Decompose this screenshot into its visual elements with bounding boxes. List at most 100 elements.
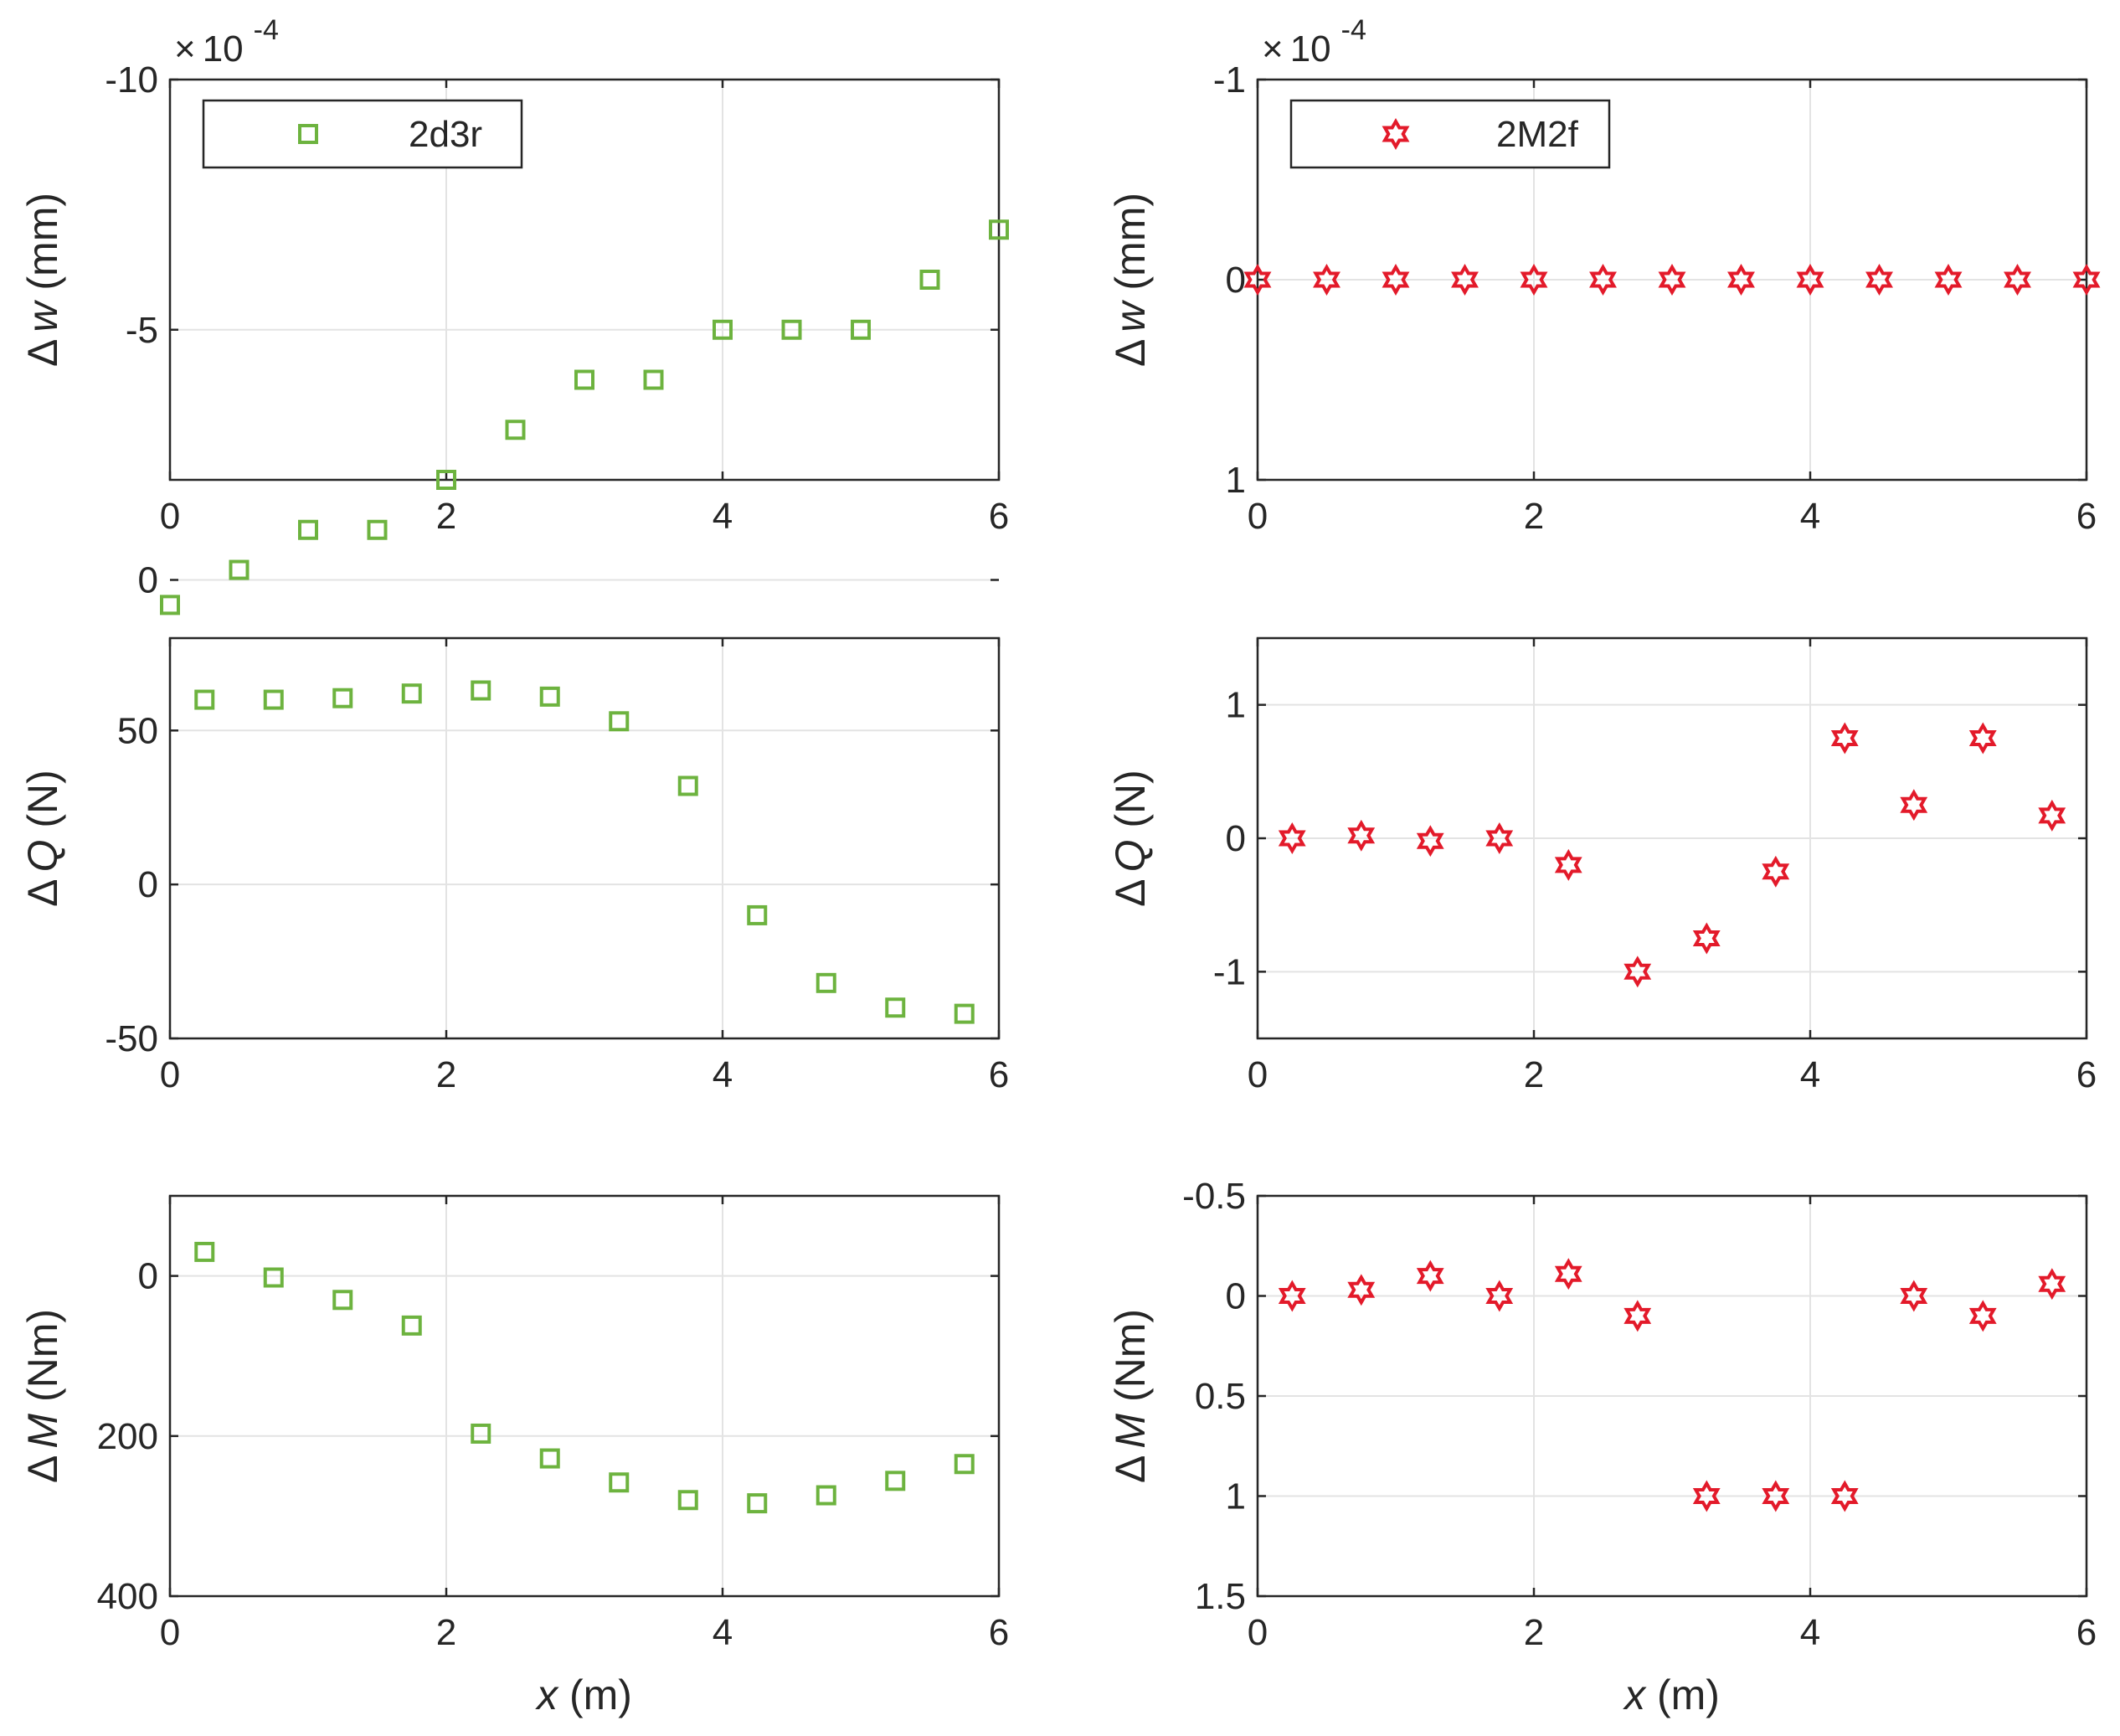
data-point bbox=[2004, 263, 2031, 296]
x-tick-label: 2 bbox=[1524, 496, 1544, 537]
data-point bbox=[1451, 263, 1479, 296]
data-point bbox=[539, 686, 560, 707]
data-point bbox=[1554, 848, 1582, 881]
x-tick-label: 0 bbox=[160, 1612, 180, 1653]
x-tick-label: 6 bbox=[2076, 1612, 2097, 1653]
data-point bbox=[609, 711, 630, 732]
y-label-variable: M bbox=[19, 1414, 66, 1449]
y-label-variable: Q bbox=[1107, 840, 1154, 873]
data-point bbox=[816, 1485, 836, 1506]
y-label-unit: (mm) bbox=[1107, 193, 1154, 302]
x-label-unit: (m) bbox=[558, 1672, 632, 1718]
axes-box bbox=[168, 1194, 1001, 1598]
y-axis-label: Δw (mm) bbox=[19, 193, 66, 367]
data-point bbox=[1485, 1280, 1514, 1312]
data-point bbox=[1278, 822, 1306, 854]
data-point bbox=[401, 1315, 422, 1336]
y-tick-label: 1.5 bbox=[1195, 1576, 1246, 1617]
y-tick-label: 0 bbox=[1226, 1276, 1246, 1317]
data-point bbox=[1900, 789, 1928, 822]
x-tick-label: 0 bbox=[1248, 1612, 1268, 1653]
axis-multiplier: × 10 -4 bbox=[1262, 14, 1366, 70]
data-point bbox=[816, 972, 836, 993]
axes-box bbox=[168, 78, 1001, 482]
y-tick-label: 400 bbox=[97, 1576, 158, 1617]
data-point bbox=[781, 319, 802, 340]
data-point bbox=[2038, 799, 2066, 832]
data-point bbox=[471, 680, 491, 701]
subplot-m-red: 0 2 4 6 -0.5 0 0.5 1 1.5 ΔM (Nm) x (m) bbox=[1107, 1176, 2097, 1718]
data-point bbox=[1416, 825, 1444, 858]
data-point bbox=[229, 559, 250, 580]
data-point bbox=[194, 1241, 215, 1262]
y-label-variable: Q bbox=[19, 840, 66, 873]
y-tick-label: -0.5 bbox=[1182, 1176, 1246, 1217]
data-point bbox=[747, 904, 768, 925]
data-point bbox=[401, 683, 422, 704]
data-point bbox=[677, 775, 698, 796]
plot-area bbox=[170, 1196, 999, 1596]
x-label-variable: x bbox=[1623, 1672, 1647, 1718]
y-tick-label: 1 bbox=[1226, 1476, 1246, 1517]
data-point bbox=[1830, 722, 1859, 755]
data-point bbox=[1623, 1300, 1652, 1332]
data-point bbox=[713, 319, 733, 340]
legend-marker bbox=[1382, 117, 1410, 151]
y-tick-label: -5 bbox=[126, 310, 158, 351]
y-label-delta: Δ bbox=[1107, 339, 1154, 367]
x-tick-label: 4 bbox=[1800, 496, 1820, 537]
y-label-delta: Δ bbox=[19, 1455, 66, 1483]
data-point bbox=[574, 369, 594, 390]
x-label-variable: x bbox=[535, 1672, 559, 1718]
y-tick-label: -50 bbox=[105, 1018, 158, 1059]
y-axis-label: ΔM (Nm) bbox=[19, 1309, 66, 1483]
x-tick-label: 0 bbox=[1248, 1054, 1268, 1095]
legend-marker bbox=[298, 124, 318, 144]
y-tick-label: -10 bbox=[105, 59, 158, 100]
data-point bbox=[332, 1290, 353, 1311]
plot-area bbox=[170, 638, 999, 1038]
y-tick-label: 0 bbox=[138, 864, 158, 905]
data-point bbox=[1485, 822, 1514, 854]
data-point bbox=[1762, 855, 1790, 888]
legend-label: 2d3r bbox=[409, 114, 482, 155]
data-point bbox=[1900, 1280, 1928, 1312]
x-tick-label: 2 bbox=[1524, 1054, 1544, 1095]
data-point bbox=[1865, 263, 1893, 296]
y-tick-label: 1 bbox=[1226, 460, 1246, 501]
x-tick-label: 0 bbox=[1248, 496, 1268, 537]
y-axis-label: ΔQ (N) bbox=[19, 770, 66, 907]
x-tick-label: 4 bbox=[713, 1612, 733, 1653]
x-tick-label: 6 bbox=[2076, 496, 2097, 537]
data-point bbox=[436, 470, 456, 490]
legend-label: 2M2f bbox=[1496, 114, 1579, 155]
x-tick-label: 6 bbox=[989, 1054, 1009, 1095]
x-tick-label: 2 bbox=[436, 1054, 456, 1095]
data-point bbox=[1278, 1280, 1306, 1312]
data-point bbox=[1727, 263, 1755, 296]
data-point bbox=[954, 1003, 975, 1024]
y-tick-label: -1 bbox=[1213, 59, 1246, 100]
subplot-w-green: 0 2 4 6 -10 -5 0 Δw (mm) × 10 -4 2d3r bbox=[19, 14, 1009, 616]
multiplier-times: × bbox=[174, 28, 196, 70]
data-point bbox=[194, 689, 215, 710]
y-label-unit: (Nm) bbox=[19, 1309, 66, 1414]
y-label-variable: w bbox=[19, 300, 66, 332]
data-point bbox=[1968, 1300, 1997, 1332]
y-label-unit: (Nm) bbox=[1107, 1309, 1154, 1414]
multiplier-exponent: -4 bbox=[1341, 14, 1366, 46]
data-point bbox=[609, 1472, 630, 1493]
data-point bbox=[747, 1493, 768, 1514]
data-point bbox=[1692, 1480, 1721, 1512]
data-point bbox=[1796, 263, 1824, 296]
y-tick-label: 200 bbox=[97, 1416, 158, 1457]
legend-box bbox=[1289, 99, 1611, 169]
data-point bbox=[367, 519, 388, 540]
data-point bbox=[332, 688, 353, 708]
y-tick-label: 0 bbox=[138, 560, 158, 601]
data-point bbox=[989, 219, 1009, 240]
x-tick-label: 6 bbox=[989, 496, 1009, 537]
y-label-delta: Δ bbox=[19, 878, 66, 906]
data-point bbox=[643, 369, 664, 390]
